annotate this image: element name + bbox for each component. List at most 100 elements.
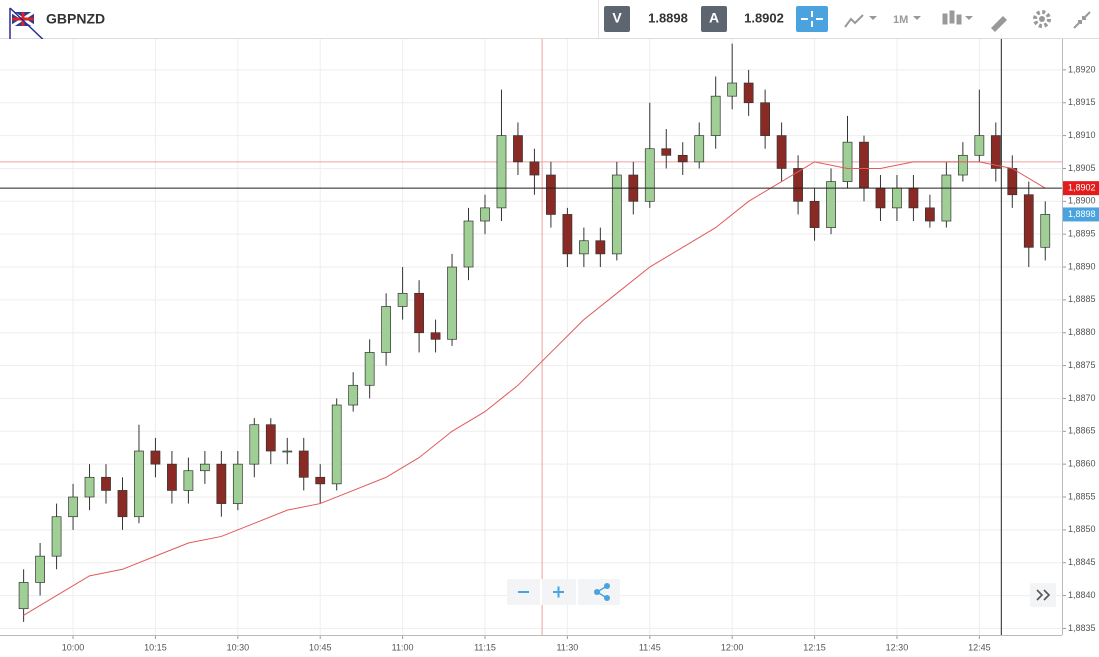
candle-body bbox=[282, 450, 293, 453]
candle-body bbox=[348, 384, 359, 406]
y-tick-label: 1,8845 bbox=[1068, 557, 1096, 567]
candle-body bbox=[331, 404, 342, 485]
zoom-in[interactable] bbox=[553, 586, 564, 598]
candle-button[interactable] bbox=[942, 10, 973, 25]
sell-label: V bbox=[612, 10, 622, 26]
candle-body bbox=[216, 463, 227, 504]
flag bbox=[11, 10, 35, 28]
candle-body bbox=[496, 135, 507, 209]
candle-body bbox=[644, 148, 655, 202]
candle-body bbox=[546, 174, 556, 215]
y-tick-label: 1,8885 bbox=[1068, 294, 1096, 304]
candle-body bbox=[776, 135, 787, 169]
candle-body bbox=[925, 207, 935, 222]
y-tick-label: 1,8910 bbox=[1068, 130, 1096, 140]
candle-body bbox=[1040, 214, 1051, 248]
share[interactable] bbox=[594, 583, 610, 601]
candle-body bbox=[529, 161, 540, 176]
buy-price: 1.8902 bbox=[744, 10, 784, 25]
y-tick-label: 1,8900 bbox=[1068, 196, 1096, 206]
buy-label: A bbox=[709, 10, 719, 26]
candle-body bbox=[710, 95, 721, 136]
draw-button[interactable] bbox=[991, 16, 1007, 32]
timeframe[interactable]: 1M bbox=[893, 14, 908, 26]
candle-body bbox=[117, 490, 128, 518]
x-tick-label: 11:45 bbox=[639, 642, 661, 652]
plot-bg bbox=[0, 39, 1062, 635]
price-tag-label: 1,8902 bbox=[1068, 183, 1096, 193]
candle-body bbox=[381, 306, 392, 353]
candle-body bbox=[990, 135, 1001, 169]
candle-body bbox=[167, 463, 177, 491]
fullscreen-button[interactable] bbox=[1073, 11, 1091, 29]
candle-body bbox=[941, 174, 952, 222]
x-tick-label: 11:30 bbox=[556, 642, 578, 652]
candle-body bbox=[364, 352, 375, 386]
candle-body bbox=[611, 174, 622, 255]
x-tick-label: 12:00 bbox=[721, 642, 744, 652]
candle-body bbox=[578, 240, 589, 255]
chart-type-button[interactable] bbox=[844, 14, 877, 28]
candle-body bbox=[677, 154, 688, 163]
scroll-right[interactable] bbox=[1030, 583, 1056, 607]
candle-body bbox=[908, 187, 919, 209]
price-tag-label: 1,8898 bbox=[1068, 209, 1096, 219]
settings-button[interactable] bbox=[1033, 10, 1051, 28]
x-tick-label: 10:15 bbox=[144, 642, 167, 652]
candle-body bbox=[562, 214, 573, 255]
x-tick-label: 12:15 bbox=[803, 642, 826, 652]
candle-body bbox=[101, 476, 111, 491]
x-tick-label: 11:00 bbox=[392, 642, 414, 652]
candle-body bbox=[892, 187, 902, 209]
sell-button[interactable] bbox=[604, 6, 630, 32]
candle-body bbox=[595, 240, 606, 255]
timeframe-caret bbox=[913, 16, 921, 20]
candle-body bbox=[743, 82, 754, 104]
candle-body bbox=[859, 141, 869, 189]
candle-body bbox=[430, 332, 441, 340]
candle-body bbox=[447, 266, 457, 340]
header-bg bbox=[0, 0, 1099, 38]
y-tick-label: 1,8875 bbox=[1068, 360, 1096, 370]
candle-body bbox=[974, 135, 985, 156]
candle-body bbox=[199, 463, 210, 472]
candle-body bbox=[298, 450, 309, 478]
moving-average bbox=[23, 161, 1046, 616]
candle-body bbox=[232, 463, 243, 504]
candle-body bbox=[513, 135, 523, 163]
buy-button[interactable] bbox=[701, 6, 727, 32]
candle-body bbox=[35, 555, 45, 583]
x-tick-label: 10:30 bbox=[227, 642, 250, 652]
candle-body bbox=[84, 476, 95, 498]
y-tick-label: 1,8855 bbox=[1068, 491, 1096, 501]
candle-body bbox=[760, 102, 771, 136]
candle-body bbox=[826, 181, 836, 228]
x-tick-label: 10:00 bbox=[62, 642, 85, 652]
candle-body bbox=[51, 516, 62, 557]
y-tick-label: 1,8850 bbox=[1068, 524, 1096, 534]
candle-body bbox=[68, 496, 78, 518]
y-tick-label: 1,8870 bbox=[1068, 393, 1096, 403]
x-tick-label: 11:15 bbox=[474, 642, 496, 652]
zoom-controls bbox=[507, 579, 620, 605]
y-tick-label: 1,8920 bbox=[1068, 64, 1096, 74]
candle-body bbox=[414, 292, 424, 334]
x-tick-label: 10:45 bbox=[309, 642, 332, 652]
y-tick-label: 1,8865 bbox=[1068, 426, 1096, 436]
candle-body bbox=[661, 148, 672, 156]
y-tick-label: 1,8890 bbox=[1068, 261, 1096, 271]
candle-body bbox=[183, 470, 194, 491]
crosshair-button[interactable] bbox=[796, 6, 828, 32]
candle-body bbox=[809, 200, 820, 228]
candle-body bbox=[134, 450, 144, 518]
candle-body bbox=[249, 424, 260, 465]
candle-body bbox=[18, 582, 29, 610]
y-tick-label: 1,8840 bbox=[1068, 590, 1096, 600]
y-tick-label: 1,8860 bbox=[1068, 459, 1096, 469]
y-tick-label: 1,8880 bbox=[1068, 327, 1096, 337]
candle-body bbox=[1023, 194, 1034, 248]
candle-body bbox=[463, 220, 474, 268]
settings-hub bbox=[1039, 16, 1045, 22]
symbol: GBPNZD bbox=[46, 11, 105, 27]
